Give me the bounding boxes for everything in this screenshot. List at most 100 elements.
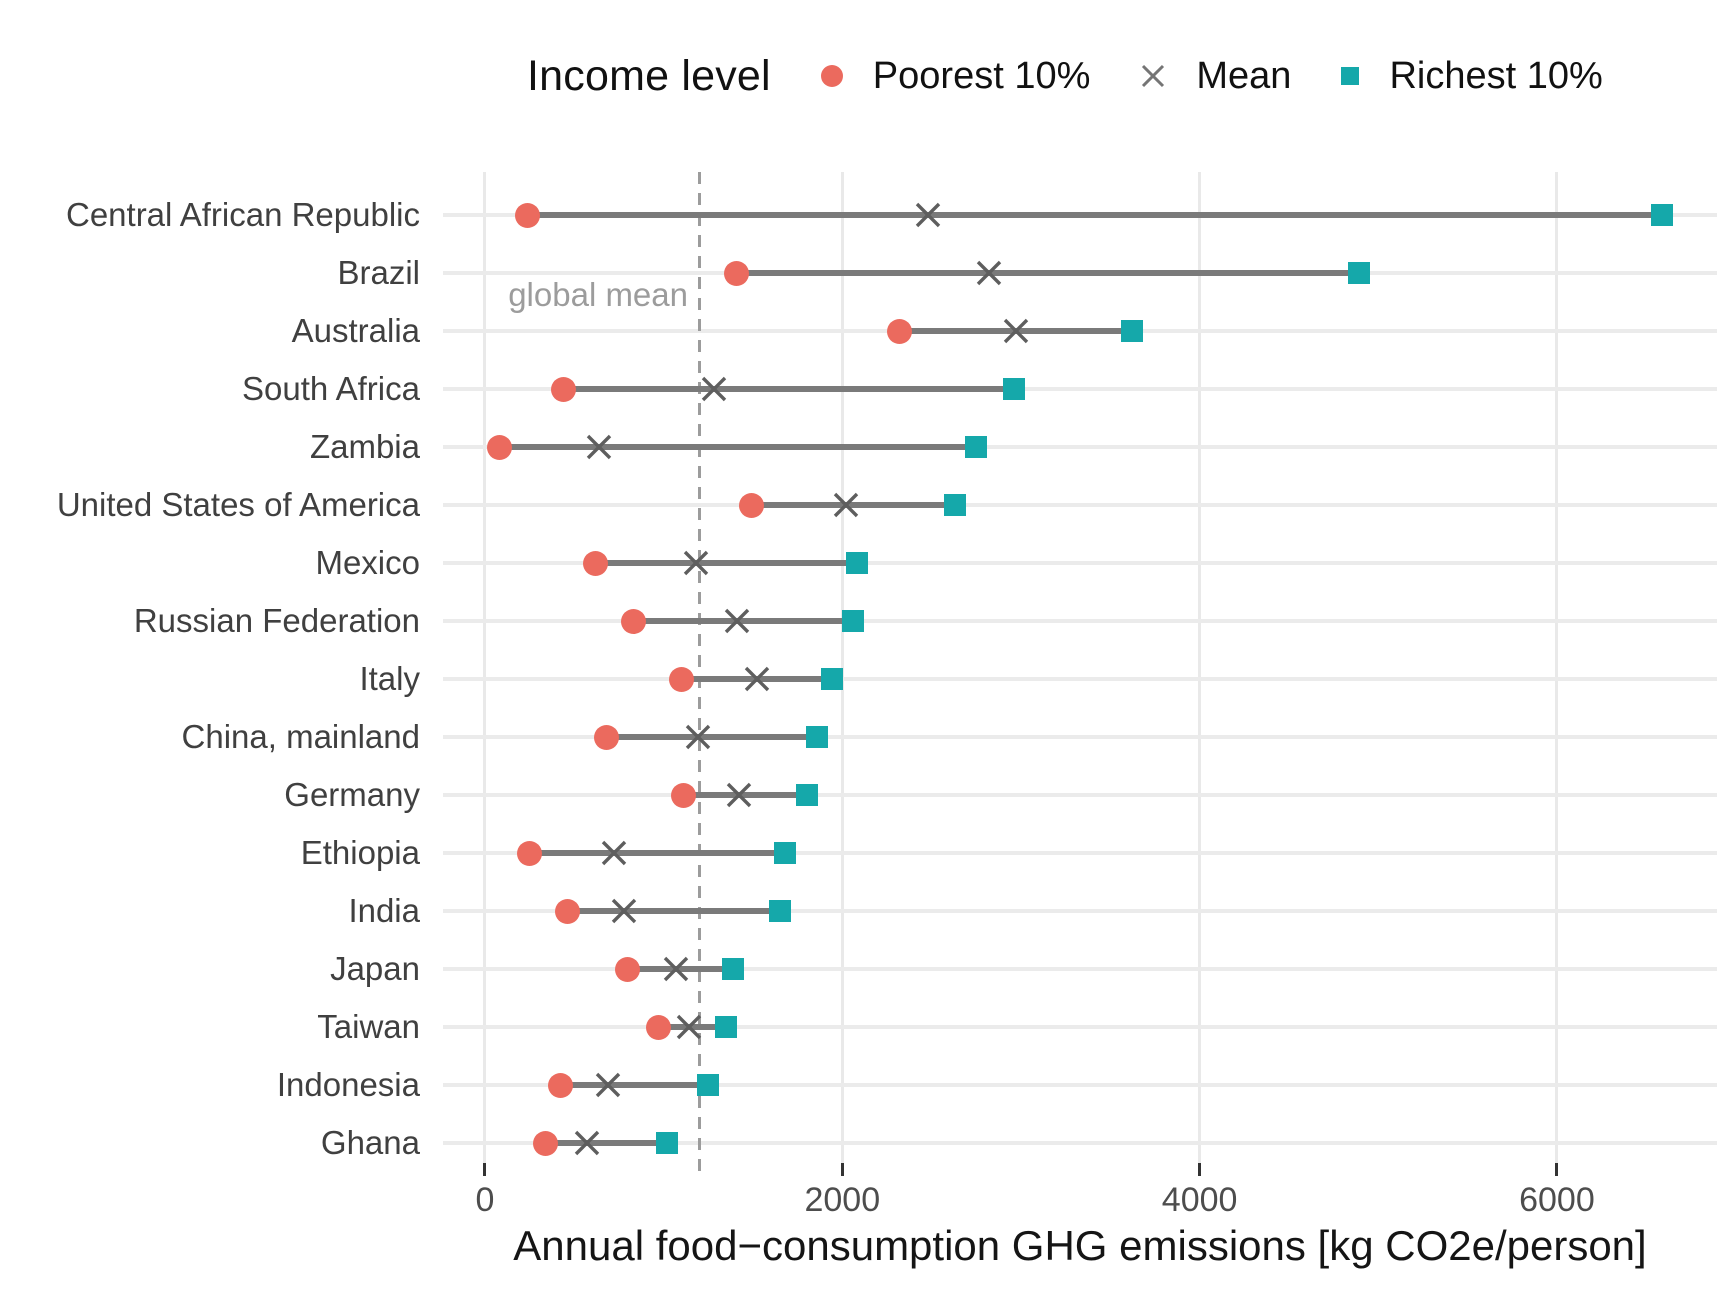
row-gridline: [443, 619, 1717, 623]
poorest-marker: [738, 492, 764, 518]
y-axis-label: Central African Republic: [65, 196, 420, 233]
x-gridline: [483, 172, 487, 1163]
x-gridline: [1555, 172, 1559, 1163]
poorest-marker: [670, 782, 696, 808]
poorest-marker: [620, 608, 646, 634]
mean-marker: [976, 260, 1001, 286]
row-gridline: [443, 735, 1717, 739]
mean-marker: [683, 550, 708, 576]
mean-marker: [612, 898, 637, 924]
row-gridline: [443, 793, 1717, 797]
plot-panel: [443, 172, 1717, 1177]
richest-marker: [820, 668, 843, 690]
dumbbell-segment: [633, 618, 853, 624]
legend-item-richest: Richest 10%: [1341, 54, 1603, 98]
x-gridline: [1198, 172, 1202, 1163]
row-gridline: [443, 967, 1717, 971]
mean-marker: [701, 376, 726, 402]
x-axis-title: Annual food−consumption GHG emissions [k…: [513, 1222, 1647, 1269]
poorest-marker: [515, 202, 541, 228]
x-axis-tick: [1198, 1163, 1202, 1176]
x-axis-tick: [1555, 1163, 1559, 1176]
dumbbell-segment: [683, 792, 807, 798]
mean-marker: [726, 782, 751, 808]
richest-marker: [845, 552, 868, 574]
dumbbell-segment: [560, 1082, 709, 1088]
x-axis-tick-label: 4000: [1161, 1181, 1238, 1219]
richest-marker: [656, 1132, 679, 1154]
mean-marker: [685, 724, 710, 750]
y-axis-label: Brazil: [337, 254, 420, 291]
dumbbell-segment: [567, 908, 780, 914]
richest-marker: [1347, 262, 1370, 284]
row-gridline: [443, 1141, 1717, 1145]
y-axis-label: Indonesia: [276, 1066, 420, 1103]
mean-marker: [587, 434, 612, 460]
poorest-marker: [615, 956, 641, 982]
mean-x-icon: [1142, 64, 1165, 88]
mean-marker: [601, 840, 626, 866]
row-gridline: [443, 1083, 1717, 1087]
row-gridline: [443, 561, 1717, 565]
x-axis-tick: [840, 1163, 844, 1176]
y-axis-label: Germany: [284, 776, 420, 813]
y-axis-label: Italy: [359, 660, 420, 697]
dumbbell-segment: [751, 502, 955, 508]
mean-marker: [744, 666, 769, 692]
y-axis-label: Mexico: [315, 544, 420, 581]
richest-marker: [715, 1016, 738, 1038]
poorest-marker: [551, 376, 577, 402]
mean-marker: [915, 202, 941, 228]
richest-marker: [722, 958, 745, 980]
poorest-marker: [547, 1072, 573, 1098]
dumbbell-segment: [545, 1140, 668, 1146]
poorest-marker: [486, 434, 512, 460]
mean-marker: [676, 1014, 701, 1040]
y-axis-label: Japan: [330, 950, 420, 987]
dumbbell-segment: [736, 270, 1359, 276]
legend: Income level Poorest 10% Mean Richest 10…: [527, 46, 1603, 106]
y-axis-label: Zambia: [309, 428, 420, 465]
richest-marker: [768, 900, 791, 922]
mean-marker: [596, 1072, 621, 1098]
legend-item-mean: Mean: [1140, 55, 1291, 98]
richest-marker: [806, 726, 829, 748]
mean-marker: [1003, 318, 1028, 344]
row-gridline: [443, 1025, 1717, 1029]
dumbbell-segment: [529, 850, 786, 856]
mean-marker: [574, 1130, 600, 1156]
richest-marker: [943, 494, 966, 516]
legend-label-richest: Richest 10%: [1389, 54, 1603, 97]
poorest-marker: [517, 840, 543, 866]
poorest-marker: [593, 724, 619, 750]
legend-label-mean: Mean: [1196, 54, 1292, 97]
dumbbell-segment: [606, 734, 818, 740]
dumbbell-segment: [595, 560, 857, 566]
richest-marker: [795, 784, 818, 806]
richest-marker: [1002, 378, 1025, 400]
x-axis-tick-label: 6000: [1519, 1181, 1595, 1219]
x-axis-tick: [483, 1163, 487, 1176]
poorest-marker: [886, 318, 912, 344]
poorest-marker: [669, 666, 694, 692]
row-gridline: [443, 909, 1717, 913]
x-axis-tick-label: 2000: [804, 1181, 881, 1219]
richest-marker: [965, 436, 988, 458]
y-axis-label: China, mainland: [181, 718, 420, 755]
row-gridline: [443, 851, 1717, 855]
y-axis-label: South Africa: [242, 370, 420, 407]
y-axis-label: Australia: [291, 312, 420, 349]
row-gridline: [443, 503, 1717, 507]
y-axis-label: Taiwan: [317, 1008, 420, 1045]
y-axis-label: United States of America: [56, 486, 420, 523]
richest-marker: [697, 1074, 720, 1096]
richest-marker: [1120, 320, 1143, 342]
dumbbell-segment: [627, 966, 734, 972]
richest-square-icon: [1341, 67, 1360, 85]
mean-marker: [663, 956, 689, 982]
poorest-marker: [583, 550, 609, 576]
legend-title: Income level: [527, 51, 771, 100]
y-axis-label: Ethiopia: [300, 834, 420, 871]
richest-marker: [1651, 204, 1674, 226]
